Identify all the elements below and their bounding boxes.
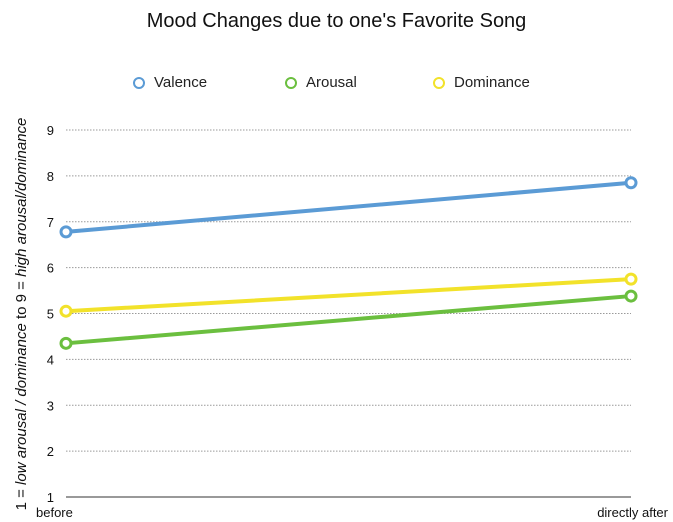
data-point-valence-0: [59, 225, 73, 239]
y-tick-label-3: 3: [47, 398, 54, 413]
legend: Valence Arousal Dominance: [0, 74, 673, 94]
legend-marker-arousal: [285, 76, 297, 89]
legend-item-valence[interactable]: Valence: [133, 74, 207, 91]
data-point-dominance-0: [59, 304, 73, 318]
series-line-valence: [64, 180, 633, 234]
y-tick-label-7: 7: [47, 215, 54, 230]
y-tick-label-9: 9: [47, 123, 54, 138]
y-tick-label-1: 1: [47, 490, 54, 505]
legend-marker-dominance: [433, 76, 445, 89]
legend-item-dominance[interactable]: Dominance: [433, 74, 530, 91]
legend-item-arousal[interactable]: Arousal: [285, 74, 357, 91]
legend-label-arousal: Arousal: [306, 74, 357, 91]
y-tick-label-2: 2: [47, 444, 54, 459]
series-line-dominance: [64, 277, 633, 314]
data-point-arousal-0: [59, 336, 73, 350]
data-point-arousal-1: [624, 289, 638, 303]
series-line-arousal: [64, 294, 633, 346]
y-tick-label-8: 8: [47, 169, 54, 184]
data-point-dominance-1: [624, 272, 638, 286]
x-tick-label-0: before: [36, 505, 73, 520]
y-tick-label-6: 6: [47, 261, 54, 276]
legend-label-valence: Valence: [154, 74, 208, 91]
y-tick-label-4: 4: [47, 352, 54, 367]
x-tick-label-1: directly after: [597, 505, 668, 520]
legend-label-dominance: Dominance: [454, 74, 530, 91]
y-tick-label-5: 5: [47, 307, 54, 322]
data-point-valence-1: [624, 176, 638, 190]
chart-title: Mood Changes due to one's Favorite Song: [146, 10, 527, 32]
legend-marker-valence: [133, 76, 145, 89]
